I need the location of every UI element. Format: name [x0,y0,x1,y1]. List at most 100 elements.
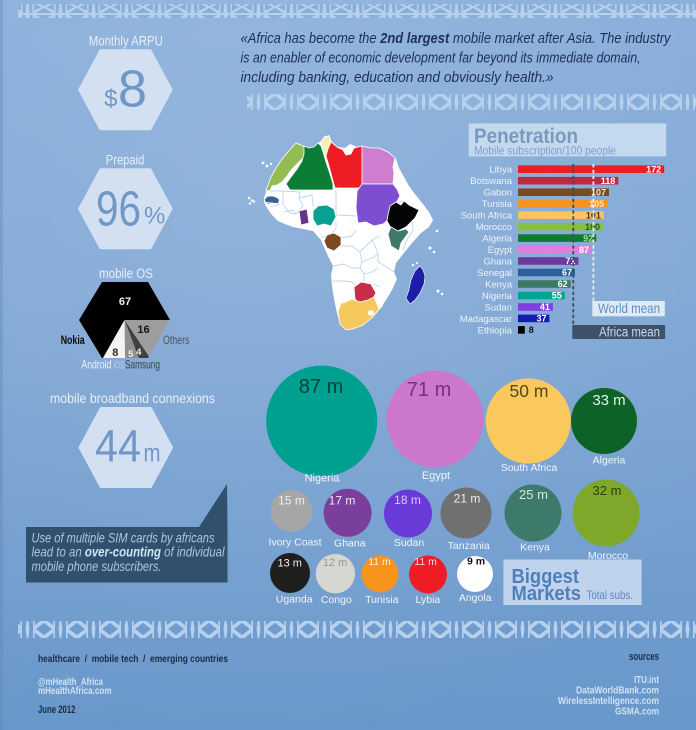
svg-text:41: 41 [540,302,550,312]
svg-text:South Africa: South Africa [501,462,558,474]
svg-text:Africa mean: Africa mean [599,324,660,339]
svg-text:172: 172 [646,164,661,174]
svg-text:55: 55 [552,291,562,301]
svg-text:Others: Others [163,333,189,347]
svg-text:87 m: 87 m [299,376,343,398]
svg-text:Biggest: Biggest [512,565,580,588]
svg-text:GSMA.com: GSMA.com [615,706,659,718]
svg-text:healthcare / mobile tech /: healthcare / mobile tech / emerging coun… [38,653,228,665]
svg-text:m: m [144,438,161,468]
svg-text:Lybia: Lybia [416,594,441,606]
svg-text:Nigeria: Nigeria [305,473,341,485]
svg-text:87: 87 [579,245,589,255]
svg-text:Nokia: Nokia [61,333,85,347]
svg-text:16: 16 [137,324,149,336]
svg-text:Libya: Libya [489,165,512,176]
svg-text:Tunisia: Tunisia [365,594,399,606]
svg-text:8: 8 [112,347,118,359]
svg-text:62: 62 [558,279,568,289]
svg-text:mobile broadband connexions: mobile broadband connexions [50,391,215,406]
svg-text:13 m: 13 m [277,558,301,570]
svg-text:Total subs.: Total subs. [587,588,634,602]
svg-text:June 2012: June 2012 [38,704,76,716]
svg-text:Tunisia: Tunisia [482,199,513,210]
svg-text:5: 5 [128,349,134,360]
svg-text:96: 96 [96,183,141,237]
svg-text:iOS: iOS [114,360,125,372]
svg-text:71: 71 [565,256,575,266]
svg-text:Ethiopia: Ethiopia [478,325,513,336]
svg-text:WirelessIntelligence.com: WirelessIntelligence.com [558,695,659,707]
svg-text:25 m: 25 m [519,487,548,502]
svg-text:Egypt: Egypt [488,245,513,256]
svg-text:105: 105 [589,199,604,209]
svg-text:@mHealth_Africa: @mHealth_Africa [38,676,103,688]
svg-text:11 m: 11 m [368,556,391,568]
svg-text:11 m: 11 m [414,556,437,568]
svg-text:Sudan: Sudan [485,302,512,313]
svg-text:15 m: 15 m [278,494,305,508]
svg-text:Monthly ARPU: Monthly ARPU [89,34,163,49]
svg-text:Kenya: Kenya [520,542,550,554]
svg-text:mobile OS: mobile OS [99,266,153,281]
svg-text:mobile phone subscribers.: mobile phone subscribers. [32,558,162,574]
svg-text:Samsung: Samsung [125,358,160,372]
svg-text:Algeria: Algeria [482,234,512,245]
svg-text:Kenya: Kenya [485,279,513,290]
svg-text:Madagascar: Madagascar [460,314,512,325]
svg-text:%: % [144,203,165,230]
svg-text:Morocco: Morocco [588,550,628,562]
svg-text:21 m: 21 m [454,492,481,506]
svg-text:sources: sources [629,651,659,663]
svg-text:107: 107 [591,187,606,197]
svg-text:lead to an over-counting of in: lead to an over-counting of individual [32,544,226,560]
svg-text:50 m: 50 m [510,381,549,401]
svg-text:World mean: World mean [598,301,660,316]
svg-text:ITU.int: ITU.int [634,674,659,686]
svg-text:Nigeria: Nigeria [482,291,513,302]
svg-text:33 m: 33 m [592,392,625,409]
svg-text:«Africa has become the 2nd lar: «Africa has become the 2nd largest mobil… [241,31,672,47]
svg-text:Mobile subscription/100 people: Mobile subscription/100 people [474,144,616,158]
svg-text:Penetration: Penetration [474,124,578,148]
svg-text:Prepaid: Prepaid [106,153,145,168]
svg-text:44: 44 [95,421,141,472]
svg-text:100: 100 [585,222,600,232]
svg-text:Egypt: Egypt [422,470,450,482]
svg-text:Android: Android [81,358,111,372]
svg-text:8: 8 [118,61,147,119]
svg-text:92: 92 [583,233,593,243]
svg-text:Ghana: Ghana [334,538,366,550]
svg-text:18 m: 18 m [394,493,421,507]
svg-text:Botswana: Botswana [470,176,512,187]
svg-text:37: 37 [536,314,546,324]
svg-text:Ghana: Ghana [483,256,512,267]
svg-text:8: 8 [529,325,534,335]
svg-text:118: 118 [601,176,616,186]
svg-text:4: 4 [136,347,142,358]
svg-text:is an enabler of economic deve: is an enabler of economic development fa… [241,51,641,67]
svg-text:Uganda: Uganda [276,594,313,606]
svg-text:including banking, education a: including banking, education and obvious… [241,70,554,86]
svg-text:Algeria: Algeria [593,455,626,467]
svg-text:Senegal: Senegal [477,268,512,279]
svg-text:9 m: 9 m [467,556,485,568]
svg-text:Morocco: Morocco [476,222,512,233]
svg-text:Sudan: Sudan [394,537,425,549]
svg-text:Tanzania: Tanzania [448,540,490,552]
svg-text:Ivory Coast: Ivory Coast [268,537,321,549]
svg-text:32 m: 32 m [593,483,622,498]
svg-text:Gabon: Gabon [483,188,512,199]
svg-text:Angola: Angola [459,592,492,604]
svg-text:Markets: Markets [512,582,582,605]
svg-text:71 m: 71 m [407,379,451,401]
svg-text:Congo: Congo [321,594,352,606]
svg-text:$: $ [104,86,117,113]
svg-text:South Africa: South Africa [461,211,513,222]
svg-text:12 m: 12 m [323,557,347,569]
svg-text:67: 67 [119,296,131,308]
svg-text:Use of multiple SIM cards by a: Use of multiple SIM cards by africans [32,530,215,546]
svg-text:mHealthAfrica.com: mHealthAfrica.com [38,685,112,697]
svg-text:67: 67 [562,268,572,278]
svg-text:DataWorldBank.com: DataWorldBank.com [576,685,659,697]
